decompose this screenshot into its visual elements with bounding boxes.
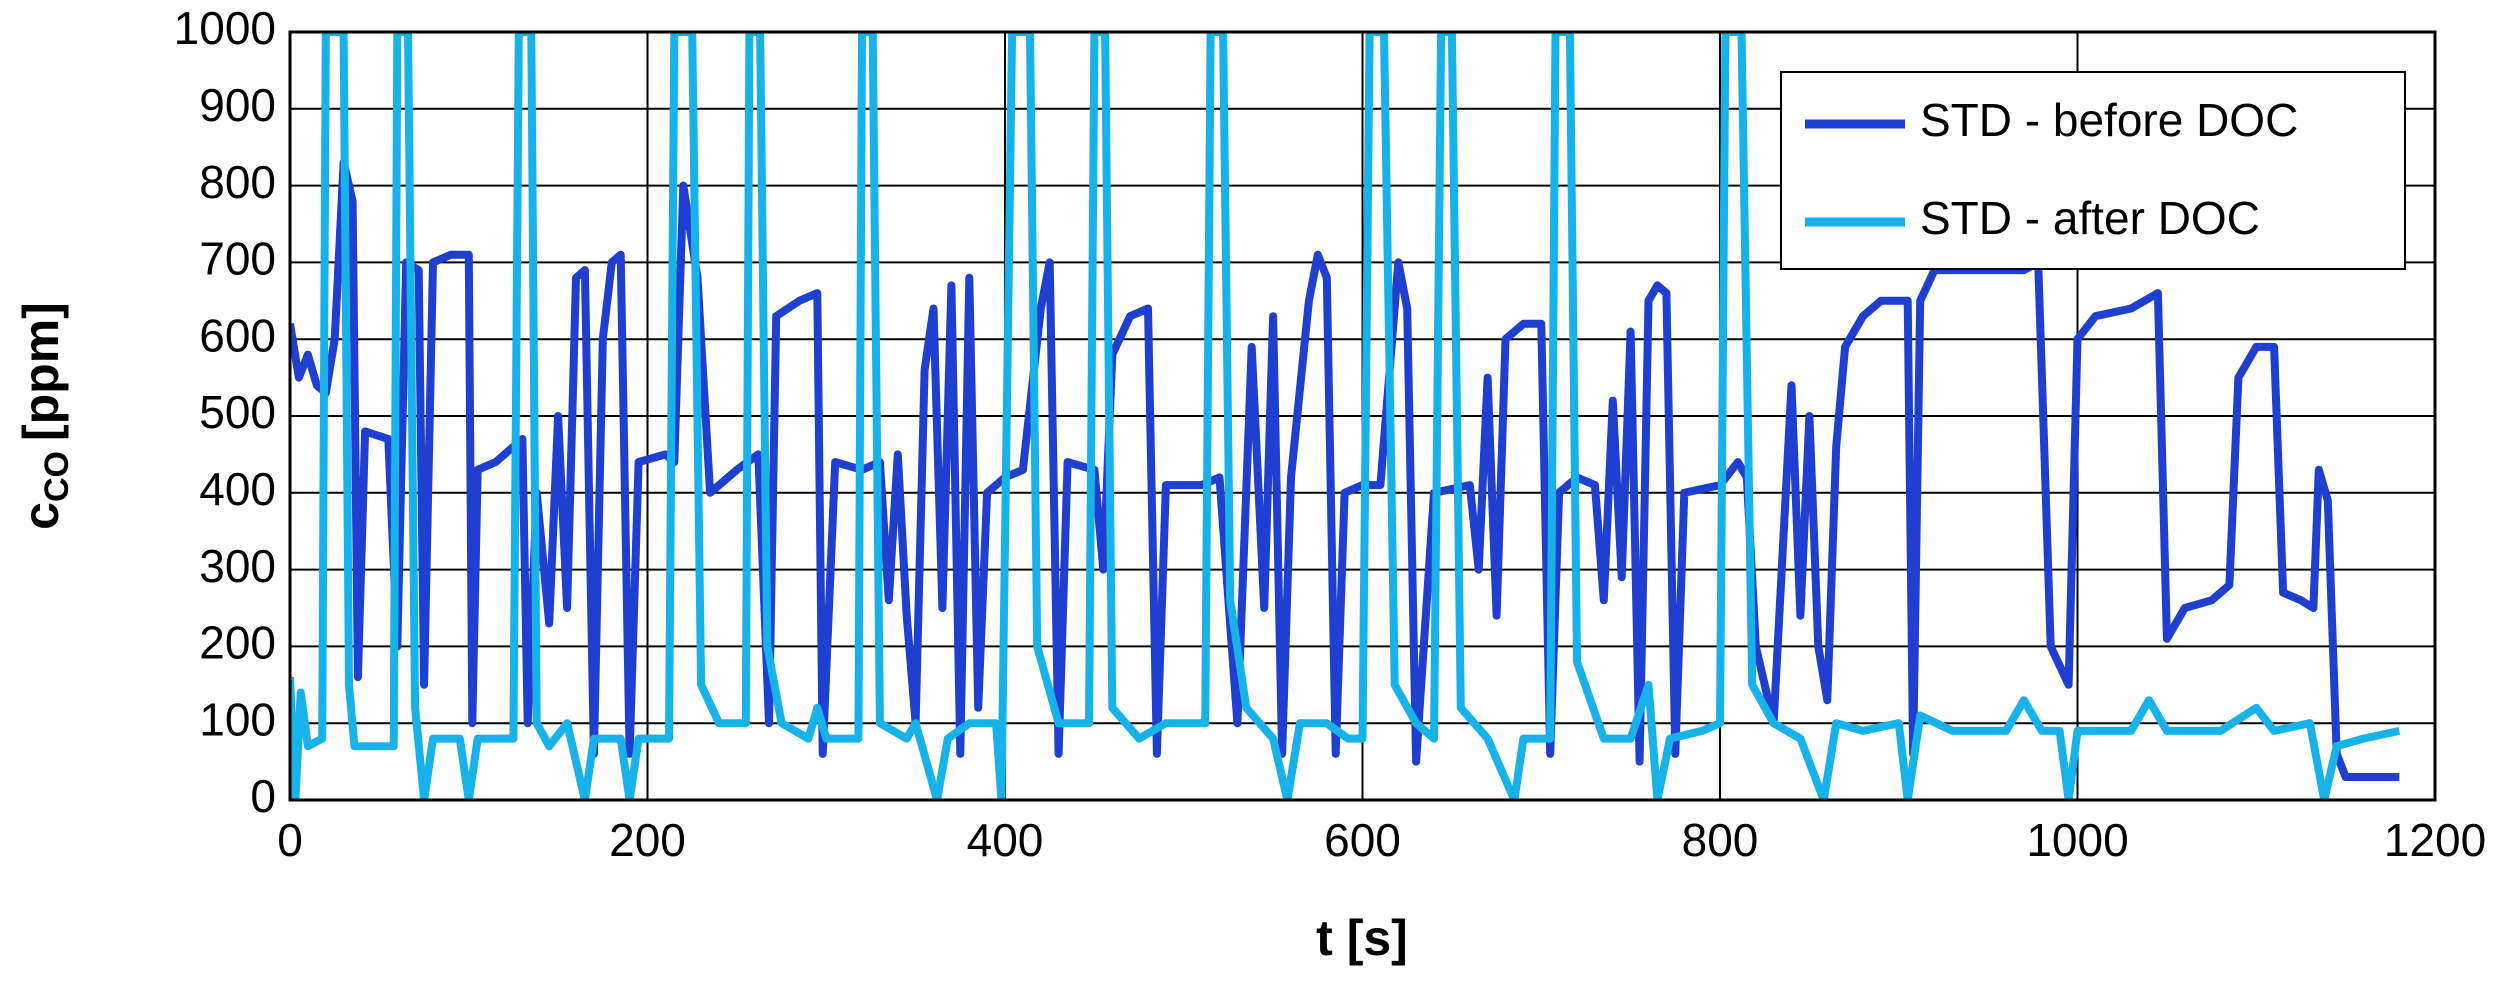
legend: STD - before DOC STD - after DOC bbox=[1780, 71, 2406, 270]
y-tick-label: 1000 bbox=[174, 2, 276, 54]
y-tick-label: 200 bbox=[199, 617, 276, 669]
y-tick-label: 700 bbox=[199, 233, 276, 285]
y-tick-label: 800 bbox=[199, 156, 276, 208]
series-line bbox=[290, 32, 2401, 800]
y-axis-title: cCO [ppm] bbox=[13, 302, 76, 530]
series-line bbox=[290, 158, 2400, 781]
y-tick-label: 0 bbox=[250, 770, 276, 822]
legend-label: STD - before DOC bbox=[1920, 94, 2298, 146]
y-axis-title-unit: [ppm] bbox=[13, 302, 69, 441]
legend-box bbox=[1780, 71, 2406, 270]
x-tick-label: 1000 bbox=[2026, 814, 2128, 866]
y-tick-label: 900 bbox=[199, 79, 276, 131]
y-axis-title-sub: CO bbox=[38, 451, 76, 502]
x-tick-label: 1200 bbox=[2384, 814, 2486, 866]
plot-area bbox=[290, 32, 2401, 800]
x-tick-label: 400 bbox=[967, 814, 1044, 866]
x-tick-label: 800 bbox=[1682, 814, 1759, 866]
plot-frame bbox=[288, 30, 2437, 802]
y-tick-label: 600 bbox=[199, 309, 276, 361]
x-axis-title: t [s] bbox=[1316, 910, 1408, 966]
y-tick-label: 100 bbox=[199, 693, 276, 745]
y-tick-label: 300 bbox=[199, 540, 276, 592]
x-tick-label: 0 bbox=[277, 814, 303, 866]
x-tick-label: 200 bbox=[609, 814, 686, 866]
ticks: 0 100 200 300 400 500 600 700 800 900 1000 0 200 400 6… bbox=[174, 2, 2487, 866]
y-tick-label: 400 bbox=[199, 463, 276, 515]
y-axis-title-main: c bbox=[13, 502, 69, 530]
legend-label: STD - after DOC bbox=[1920, 192, 2260, 244]
x-tick-label: 600 bbox=[1324, 814, 1401, 866]
y-tick-label: 500 bbox=[199, 386, 276, 438]
